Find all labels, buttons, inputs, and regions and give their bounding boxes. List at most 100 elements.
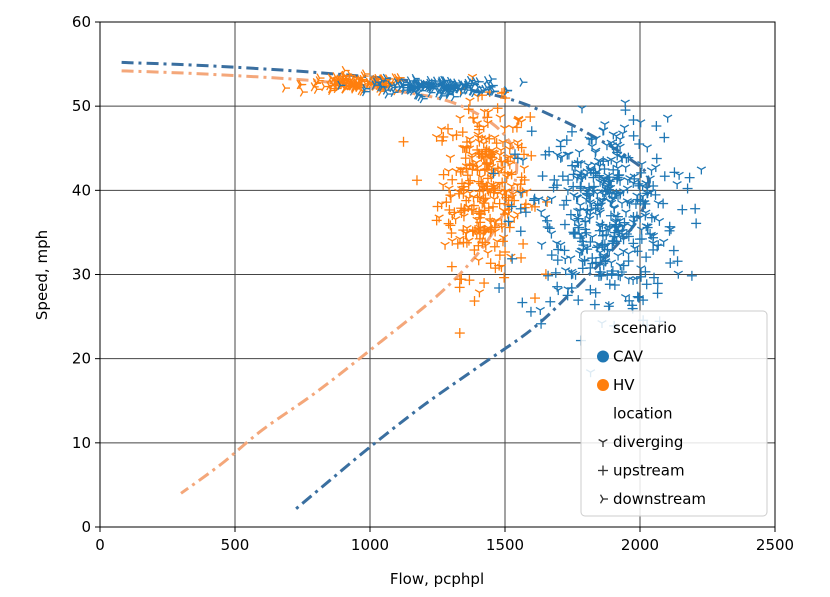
point-cav-upstream — [590, 203, 601, 214]
point-cav-upstream — [684, 172, 695, 183]
point-cav-upstream — [652, 278, 663, 289]
point-cav-upstream — [517, 297, 528, 308]
point-hv-upstream — [445, 220, 456, 231]
point-cav-upstream — [544, 223, 555, 234]
point-cav-upstream — [553, 244, 564, 255]
point-hv-upstream — [473, 176, 484, 187]
point-cav-diverging — [556, 154, 566, 163]
point-cav-upstream — [526, 126, 537, 137]
point-cav-upstream — [529, 193, 540, 204]
point-cav-upstream — [559, 245, 570, 256]
point-cav-upstream — [515, 226, 526, 237]
point-cav-diverging — [546, 195, 557, 204]
point-cav-upstream — [581, 188, 592, 199]
point-cav-upstream — [641, 279, 652, 290]
point-cav-upstream — [546, 250, 557, 261]
point-cav-upstream — [607, 235, 618, 246]
point-cav-upstream — [566, 126, 577, 137]
point-hv-upstream — [447, 174, 458, 185]
point-cav-upstream — [575, 233, 586, 244]
point-cav-upstream — [638, 295, 649, 306]
point-cav-upstream — [588, 167, 599, 178]
point-cav-upstream — [609, 280, 620, 291]
point-cav-upstream — [561, 195, 572, 206]
y-tick-label: 60 — [72, 13, 91, 31]
point-hv-upstream — [473, 223, 484, 234]
data-points — [281, 65, 707, 378]
point-hv-upstream — [467, 226, 478, 237]
point-hv-upstream — [484, 133, 495, 144]
point-hv-upstream — [474, 206, 485, 217]
point-cav-diverging — [577, 105, 587, 114]
point-cav-downstream — [337, 80, 346, 90]
point-cav-downstream — [435, 86, 444, 96]
x-tick-label: 2500 — [756, 536, 794, 554]
point-cav-downstream — [384, 89, 393, 99]
point-hv-diverging — [455, 115, 465, 124]
point-hv-upstream — [480, 237, 491, 248]
point-hv-diverging — [519, 165, 529, 174]
point-hv-upstream — [492, 103, 503, 114]
point-hv-upstream — [469, 296, 480, 307]
y-tick-label: 50 — [72, 97, 91, 115]
point-hv-upstream — [499, 209, 510, 220]
point-cav-upstream — [598, 156, 609, 167]
point-cav-upstream — [628, 238, 639, 249]
point-cav-upstream — [659, 171, 670, 182]
point-cav-upstream — [648, 232, 659, 243]
legend-label-diverging: diverging — [613, 433, 683, 451]
point-cav-upstream — [570, 228, 581, 239]
point-cav-upstream — [549, 174, 560, 185]
point-cav-diverging — [619, 124, 630, 133]
point-hv-upstream — [496, 218, 507, 229]
point-cav-diverging — [624, 276, 634, 285]
point-cav-upstream — [594, 225, 605, 236]
point-cav-upstream — [577, 263, 588, 274]
point-hv-upstream — [472, 144, 483, 155]
point-hv-diverging — [495, 114, 505, 123]
point-hv-upstream — [474, 233, 485, 244]
point-cav-upstream — [494, 283, 505, 294]
point-hv-upstream — [481, 144, 492, 155]
fitted-curve-cav — [121, 60, 651, 512]
point-hv-upstream — [483, 203, 494, 214]
point-hv-upstream — [445, 190, 456, 201]
y-tick-label: 0 — [81, 518, 91, 536]
grid-lines — [99, 21, 776, 528]
x-tick-label: 2000 — [621, 536, 659, 554]
point-cav-upstream — [536, 318, 547, 329]
point-hv-upstream — [540, 269, 551, 280]
point-hv-upstream — [468, 200, 479, 211]
point-cav-upstream — [559, 219, 570, 230]
point-cav-upstream — [659, 132, 670, 143]
point-cav-diverging — [673, 270, 684, 279]
point-cav-upstream — [581, 227, 592, 238]
point-cav-upstream — [612, 211, 623, 222]
point-cav-upstream — [596, 270, 607, 281]
point-hv-upstream — [485, 226, 496, 237]
point-cav-upstream — [611, 188, 622, 199]
point-hv-diverging — [445, 154, 456, 163]
point-hv-upstream — [455, 166, 466, 177]
point-cav-diverging — [535, 306, 545, 315]
point-cav-upstream — [579, 255, 590, 266]
point-cav-diverging — [600, 121, 610, 130]
point-hv-diverging — [450, 216, 461, 225]
point-cav-downstream — [362, 84, 371, 94]
point-hv-upstream — [479, 205, 490, 216]
point-cav-diverging — [541, 198, 551, 207]
point-cav-diverging — [563, 187, 573, 196]
point-cav-downstream — [455, 83, 464, 94]
point-cav-upstream — [599, 164, 610, 175]
point-cav-upstream — [642, 222, 653, 233]
point-cav-upstream — [520, 207, 531, 218]
point-cav-downstream — [503, 86, 512, 96]
point-hv-upstream — [443, 123, 454, 134]
point-cav-diverging — [598, 127, 608, 136]
point-cav-upstream — [595, 252, 606, 263]
point-cav-upstream — [542, 221, 553, 232]
point-hv-upstream — [460, 153, 471, 164]
point-hv-upstream — [526, 150, 537, 161]
point-cav-downstream — [415, 82, 424, 92]
point-cav-upstream — [611, 219, 622, 230]
